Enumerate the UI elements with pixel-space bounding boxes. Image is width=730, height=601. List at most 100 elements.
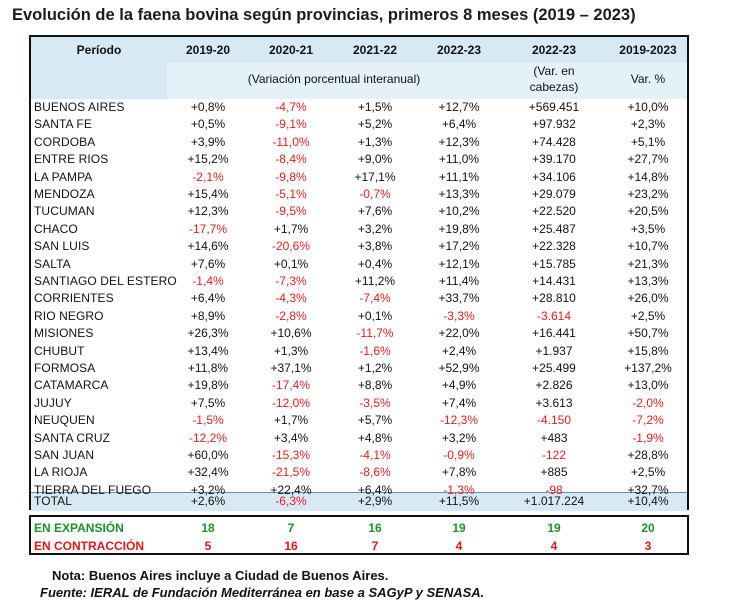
table-row: CATAMARCA +19,8% -17,4% +8,8% +4,9% +2.826 +13… <box>31 377 687 394</box>
table-cell: +8,9% <box>190 308 226 323</box>
table-cell: -98 <box>545 482 563 497</box>
table-cell: +10,6% <box>270 326 312 341</box>
province-name: MENDOZA <box>34 187 95 201</box>
table-cell: +2,4% <box>441 343 477 358</box>
table-cell: +6,4% <box>441 117 477 132</box>
table-cell: -12,2% <box>188 430 228 445</box>
table-cell: +97.932 <box>532 117 576 132</box>
table-row: CHUBUT +13,4% +1,3% -1,6% +2,4% +1.937 +15,8% <box>31 343 687 360</box>
table-cell: +16.441 <box>532 326 576 341</box>
table-cell: +15.785 <box>532 256 576 271</box>
table-cell: +3,4% <box>273 430 309 445</box>
contraction-count: 16 <box>284 539 298 553</box>
table-cell: +26,0% <box>627 291 669 306</box>
province-name: SANTIAGO DEL ESTERO <box>34 274 177 288</box>
table-cell: +483 <box>540 430 568 445</box>
table-cell: -4,3% <box>275 291 307 306</box>
table-cell: -21,5% <box>271 465 311 480</box>
table-cell: +12,3% <box>187 204 229 219</box>
table-cell: +6,4% <box>190 291 226 306</box>
faena-table: Período 2019-20 2020-21 2021-22 2022-23 … <box>29 35 689 511</box>
table-cell: +3.613 <box>535 395 573 410</box>
table-cell: -11,0% <box>272 134 310 149</box>
table-cell: +12,1% <box>438 256 480 271</box>
table-cell: +17,2% <box>438 239 480 254</box>
table-cell: -3,3% <box>443 308 475 323</box>
table-cell: +10,0% <box>627 100 669 114</box>
province-name: MISIONES <box>34 326 94 341</box>
table-cell: +12,7% <box>438 100 480 114</box>
contraction-row: EN CONTRACCIÓN 5 16 7 4 4 3 <box>31 537 687 555</box>
table-cell: +22,0% <box>438 326 480 341</box>
table-cell: -5,1% <box>275 187 307 201</box>
table-row: TUCUMAN +12,3% -9,5% +7,6% +10,2% +22.520 +20,… <box>31 203 687 220</box>
table-cell: +6,4% <box>357 482 393 497</box>
table-cell: -2,1% <box>192 169 224 184</box>
var-pct-subheader: Var. % <box>630 72 666 86</box>
table-cell: +569.451 <box>528 100 580 114</box>
table-cell: +33,7% <box>438 291 480 306</box>
table-cell: -1,5% <box>192 413 224 428</box>
table-cell: +7,4% <box>441 395 477 410</box>
table-cell: -122 <box>541 448 567 462</box>
table-cell: +25.487 <box>532 221 576 236</box>
table-cell: +3,2% <box>441 430 477 445</box>
total-band <box>31 492 687 511</box>
table-row: SAN LUIS +14,6% -20,6% +3,8% +17,2% +22.328 +1… <box>31 238 687 255</box>
table-cell: +20,5% <box>627 204 669 219</box>
table-row: SAN JUAN +60,0% -15,3% -4,1% -0,9% -122 +28,8% <box>31 447 687 464</box>
expansion-count: 19 <box>452 521 466 535</box>
table-cell: +11,0% <box>438 152 480 167</box>
table-cell: -3.614 <box>536 308 572 323</box>
expansion-label: EN EXPANSIÓN <box>34 521 124 535</box>
province-name: TUCUMAN <box>34 204 95 219</box>
contraction-count: 7 <box>371 539 379 553</box>
note-text: Nota: Buenos Aires incluye a Ciudad de B… <box>52 568 389 583</box>
table-cell: +15,4% <box>187 187 229 201</box>
contraction-label: EN CONTRACCIÓN <box>34 539 144 553</box>
total-cell: +10,4% <box>627 494 669 508</box>
contraction-count: 4 <box>455 539 463 553</box>
table-row: MISIONES +26,3% +10,6% -11,7% +22,0% +16.441 +… <box>31 325 687 342</box>
col-header-2020-21: 2020-21 <box>268 43 314 57</box>
table-cell: -17,7% <box>188 221 228 236</box>
table-cell: -17,4% <box>271 378 311 393</box>
total-cell: +2,9% <box>357 494 393 508</box>
table-cell: +7,6% <box>357 204 393 219</box>
table-cell: +5,2% <box>357 117 393 132</box>
table-cell: -8,6% <box>359 465 391 480</box>
subheader-band <box>167 63 687 99</box>
table-row: MENDOZA +15,4% -5,1% -0,7% +13,3% +29.079 +23,… <box>31 186 687 203</box>
table-cell: +32,7% <box>627 482 669 497</box>
table-cell: +23,2% <box>627 187 669 201</box>
table-cell: +3,8% <box>357 239 393 254</box>
province-name: CHUBUT <box>34 343 85 358</box>
province-name: JUJUY <box>34 395 72 410</box>
table-cell: +5,1% <box>630 134 666 149</box>
total-cell: -6,3% <box>275 494 307 508</box>
contraction-count: 5 <box>204 539 212 553</box>
var-cabezas-line1: (Var. en <box>533 64 575 78</box>
table-cell: +2.826 <box>535 378 573 393</box>
table-cell: +52,9% <box>438 361 480 375</box>
table-cell: -7,2% <box>632 413 664 428</box>
table-cell: +11,2% <box>354 274 396 288</box>
table-cell: +885 <box>540 465 568 480</box>
table-cell: +34.106 <box>532 169 576 184</box>
table-cell: +0,1% <box>273 256 309 271</box>
col-header-periodo: Período <box>76 43 122 57</box>
table-cell: -11,7% <box>356 326 394 341</box>
table-cell: +10,7% <box>627 239 669 254</box>
col-header-2022-23: 2022-23 <box>436 43 482 57</box>
table-cell: +29.079 <box>532 187 576 201</box>
total-cell: +11,5% <box>438 494 480 508</box>
total-label: TOTAL <box>34 494 73 508</box>
province-name: SANTA FE <box>34 117 92 132</box>
table-cell: +0,8% <box>190 100 226 114</box>
table-cell: +8,8% <box>357 378 393 393</box>
table-cell: +7,6% <box>190 256 226 271</box>
table-cell: +13,3% <box>627 274 669 288</box>
table-row: JUJUY +7,5% -12,0% -3,5% +7,4% +3.613 -2,0% <box>31 395 687 412</box>
summary-box: EN EXPANSIÓN 18 7 16 19 19 20 EN CONTRAC… <box>29 515 689 555</box>
table-cell: +17,1% <box>354 169 396 184</box>
